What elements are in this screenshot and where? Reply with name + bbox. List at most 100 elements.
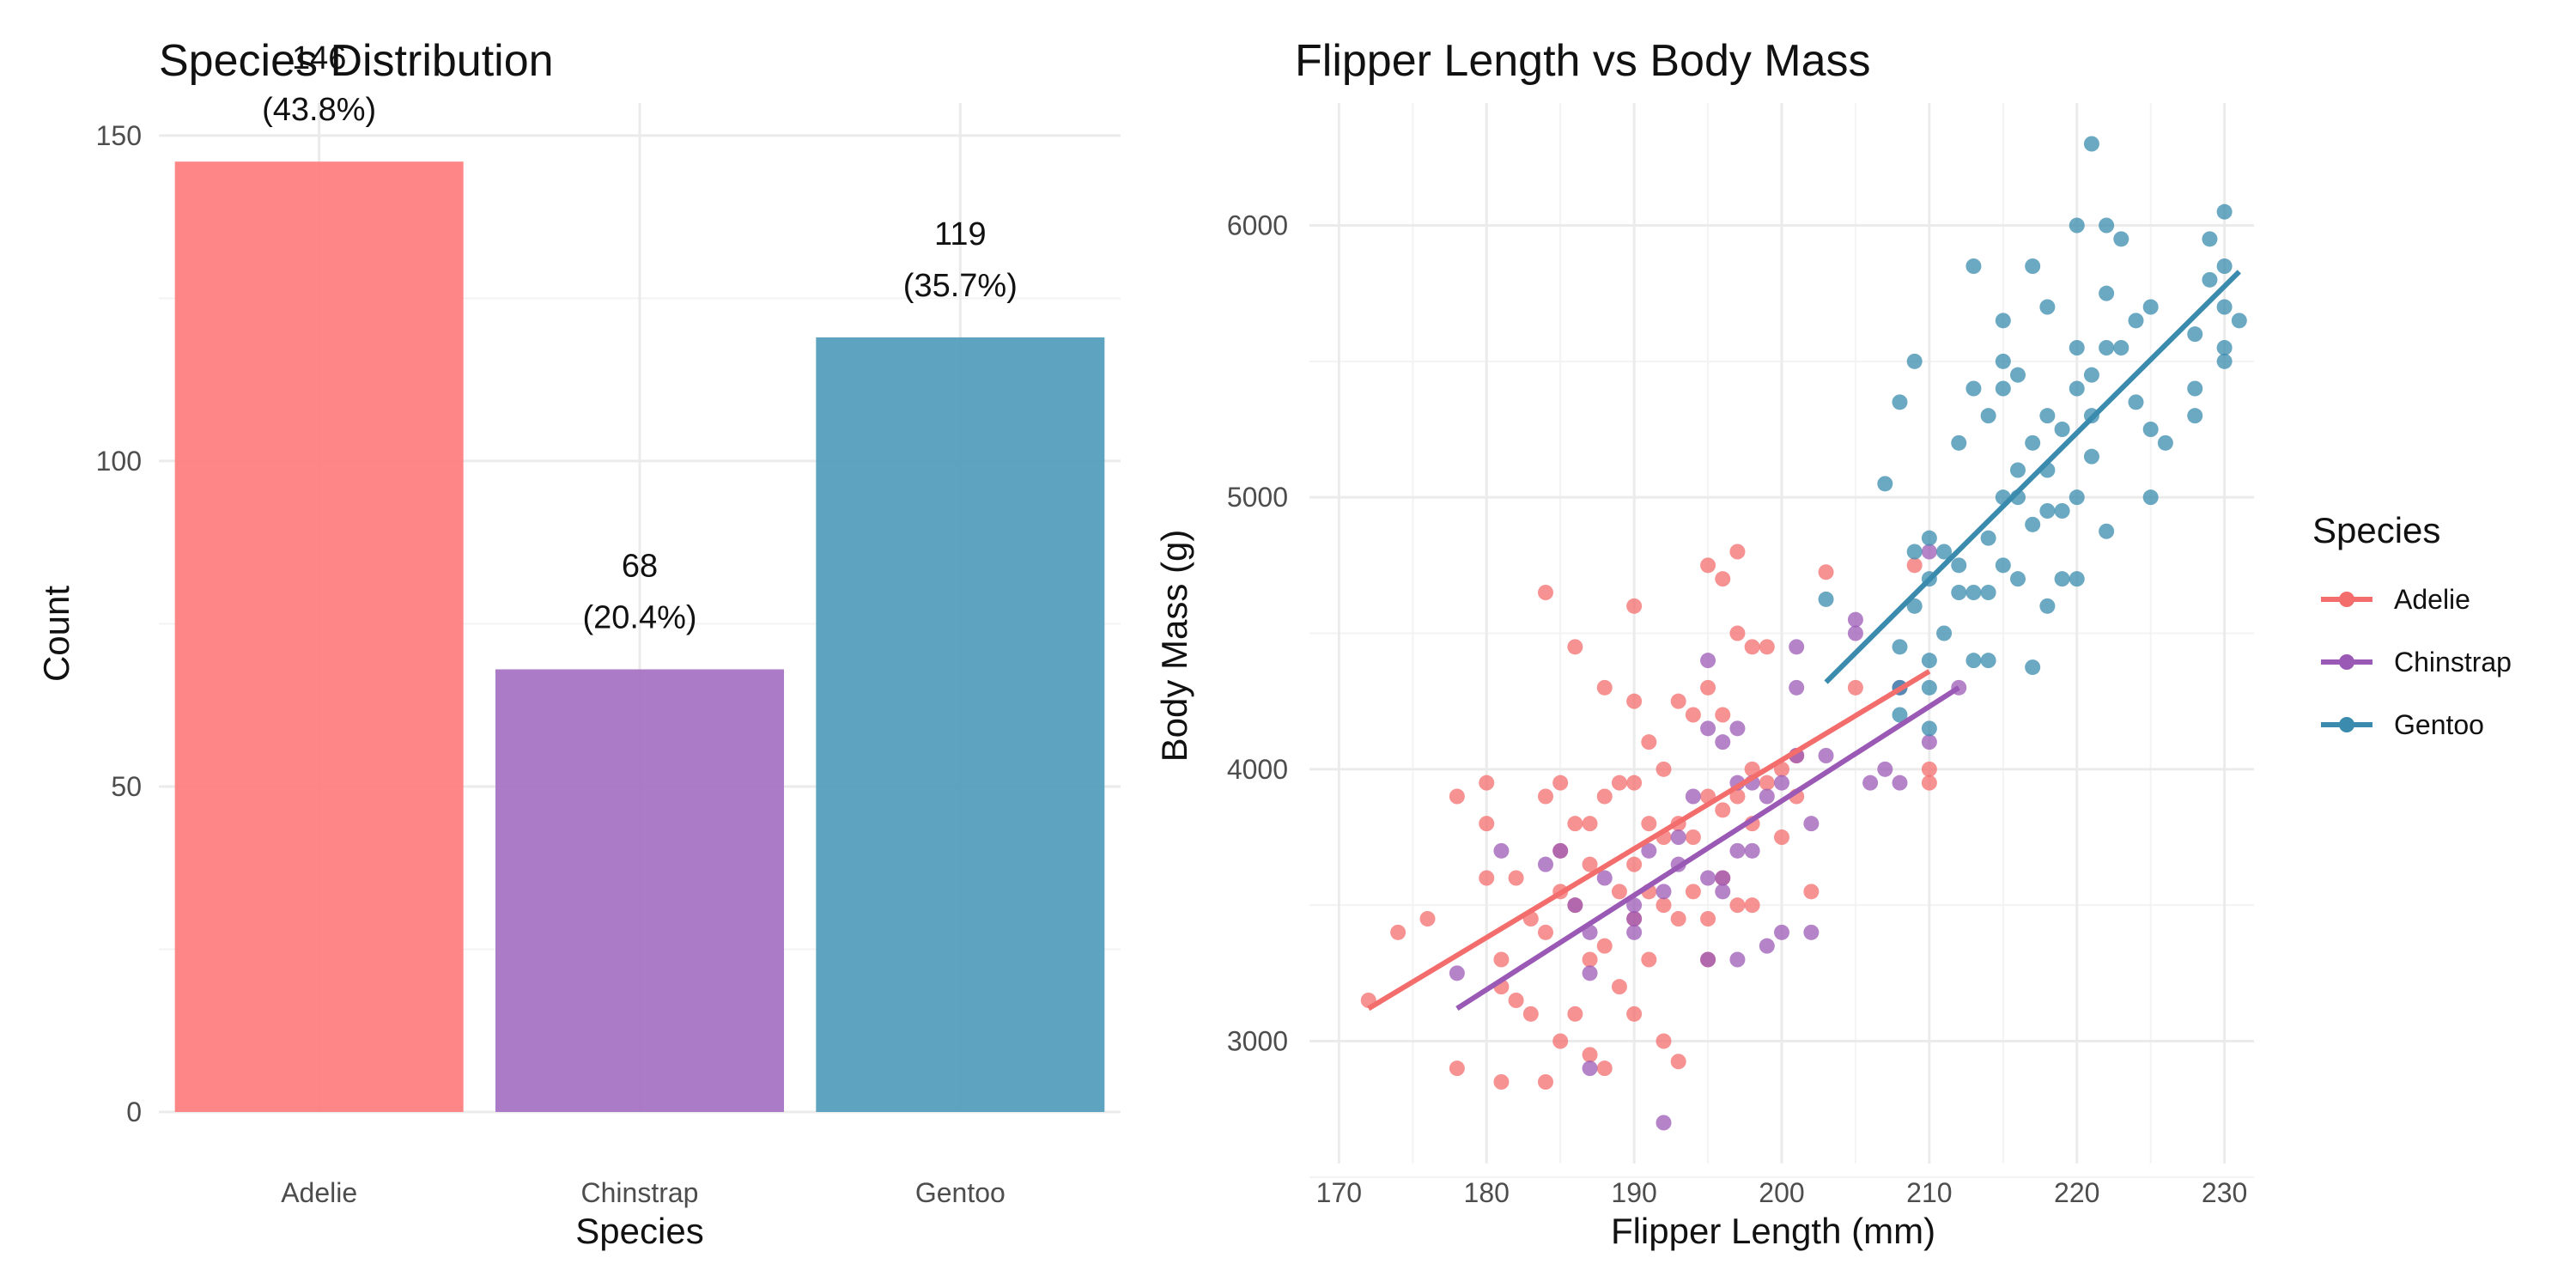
point-gentoo: [1965, 585, 1982, 600]
point-gentoo: [2054, 503, 2070, 519]
point-chinstrap: [1582, 965, 1598, 981]
point-gentoo: [1980, 408, 1996, 424]
point-gentoo: [1951, 557, 1967, 574]
point-gentoo: [1936, 544, 1953, 560]
point-adelie: [1449, 1060, 1465, 1077]
point-adelie: [1626, 1005, 1643, 1022]
point-adelie: [1685, 829, 1701, 845]
scatter-x-tick-label: 200: [1759, 1177, 1804, 1208]
point-gentoo: [2039, 598, 2056, 614]
point-gentoo: [2025, 516, 2041, 532]
point-adelie: [1552, 775, 1569, 791]
point-chinstrap: [1715, 884, 1731, 900]
point-adelie: [1567, 1005, 1583, 1022]
legend-label-adelie: Adelie: [2394, 584, 2470, 615]
point-chinstrap: [1626, 911, 1643, 927]
point-gentoo: [1892, 639, 1908, 655]
point-chinstrap: [1803, 924, 1820, 940]
point-adelie: [1596, 938, 1613, 954]
point-adelie: [1818, 564, 1834, 580]
point-chinstrap: [1700, 870, 1716, 886]
point-gentoo: [2083, 367, 2099, 383]
point-gentoo: [1995, 557, 2011, 574]
point-adelie: [1538, 585, 1553, 600]
point-adelie: [1522, 1005, 1539, 1022]
fit-line-gentoo: [1824, 270, 2241, 684]
point-gentoo: [2069, 340, 2085, 355]
scatter-x-tick-label: 190: [1611, 1177, 1656, 1208]
point-adelie: [1552, 1033, 1569, 1049]
point-adelie: [1700, 911, 1716, 927]
point-chinstrap: [1715, 870, 1731, 886]
point-gentoo: [1995, 313, 2011, 329]
point-adelie: [1538, 1074, 1553, 1090]
point-adelie: [1479, 816, 1495, 832]
point-gentoo: [2113, 340, 2129, 355]
point-gentoo: [2099, 340, 2115, 355]
fit-line-chinstrap: [1455, 685, 1960, 1012]
bar-y-tick-label: 100: [96, 446, 142, 477]
scatter-x-tick-label: 170: [1316, 1177, 1362, 1208]
point-gentoo: [2216, 299, 2233, 315]
scatter-y-tick-label: 4000: [1227, 754, 1288, 785]
point-gentoo: [1951, 434, 1967, 451]
point-gentoo: [2099, 285, 2115, 301]
point-adelie: [1493, 1074, 1510, 1090]
point-adelie: [1656, 897, 1672, 914]
point-gentoo: [1921, 720, 1937, 737]
point-adelie: [1626, 775, 1643, 791]
point-gentoo: [1906, 353, 1923, 369]
point-gentoo: [2010, 462, 2026, 478]
point-adelie: [1670, 911, 1686, 927]
point-adelie: [1582, 816, 1598, 832]
point-gentoo: [1921, 530, 1937, 546]
point-gentoo: [1877, 476, 1893, 492]
point-adelie: [1508, 870, 1524, 886]
point-chinstrap: [1789, 639, 1805, 655]
point-adelie: [1611, 775, 1627, 791]
point-adelie: [1700, 679, 1716, 696]
point-chinstrap: [1567, 897, 1583, 914]
point-adelie: [1715, 707, 1731, 723]
point-gentoo: [2025, 258, 2041, 274]
point-chinstrap: [1892, 775, 1908, 791]
point-adelie: [1803, 884, 1820, 900]
bar-y-tick-label: 50: [111, 771, 142, 802]
point-chinstrap: [1626, 897, 1643, 914]
point-adelie: [1479, 775, 1495, 791]
point-gentoo: [2039, 299, 2056, 315]
bar-chart-y-axis-title: Count: [36, 586, 76, 682]
point-gentoo: [2099, 217, 2115, 234]
point-gentoo: [1980, 653, 1996, 669]
point-chinstrap: [1626, 924, 1643, 940]
point-gentoo: [1980, 530, 1996, 546]
point-adelie: [1582, 856, 1598, 872]
point-gentoo: [2202, 231, 2218, 247]
point-gentoo: [2128, 313, 2144, 329]
point-adelie: [1759, 775, 1775, 791]
scatter-chart-x-axis-title: Flipper Length (mm): [1611, 1211, 1935, 1251]
point-chinstrap: [1759, 788, 1775, 805]
point-adelie: [1700, 557, 1716, 574]
point-adelie: [1774, 829, 1789, 845]
point-chinstrap: [1449, 965, 1465, 981]
legend-label-chinstrap: Chinstrap: [2394, 647, 2512, 677]
legend-key-point-adelie: [2339, 592, 2354, 607]
point-gentoo: [2069, 489, 2085, 506]
point-gentoo: [1921, 653, 1937, 669]
point-adelie: [1479, 870, 1495, 886]
point-adelie: [1656, 1033, 1672, 1049]
legend-entries: Adelie Chinstrap Gentoo: [2321, 584, 2512, 740]
point-gentoo: [1906, 598, 1923, 614]
point-gentoo: [2187, 326, 2203, 343]
point-adelie: [1759, 639, 1775, 655]
bar-chart-y-ticks: 0 50 100 150: [96, 120, 142, 1127]
point-gentoo: [2083, 448, 2099, 465]
point-adelie: [1626, 598, 1643, 614]
point-adelie: [1906, 557, 1923, 574]
point-gentoo: [2187, 380, 2203, 397]
point-chinstrap: [1921, 734, 1937, 750]
point-gentoo: [1965, 380, 1982, 397]
point-adelie: [1715, 802, 1731, 818]
point-chinstrap: [1685, 788, 1701, 805]
